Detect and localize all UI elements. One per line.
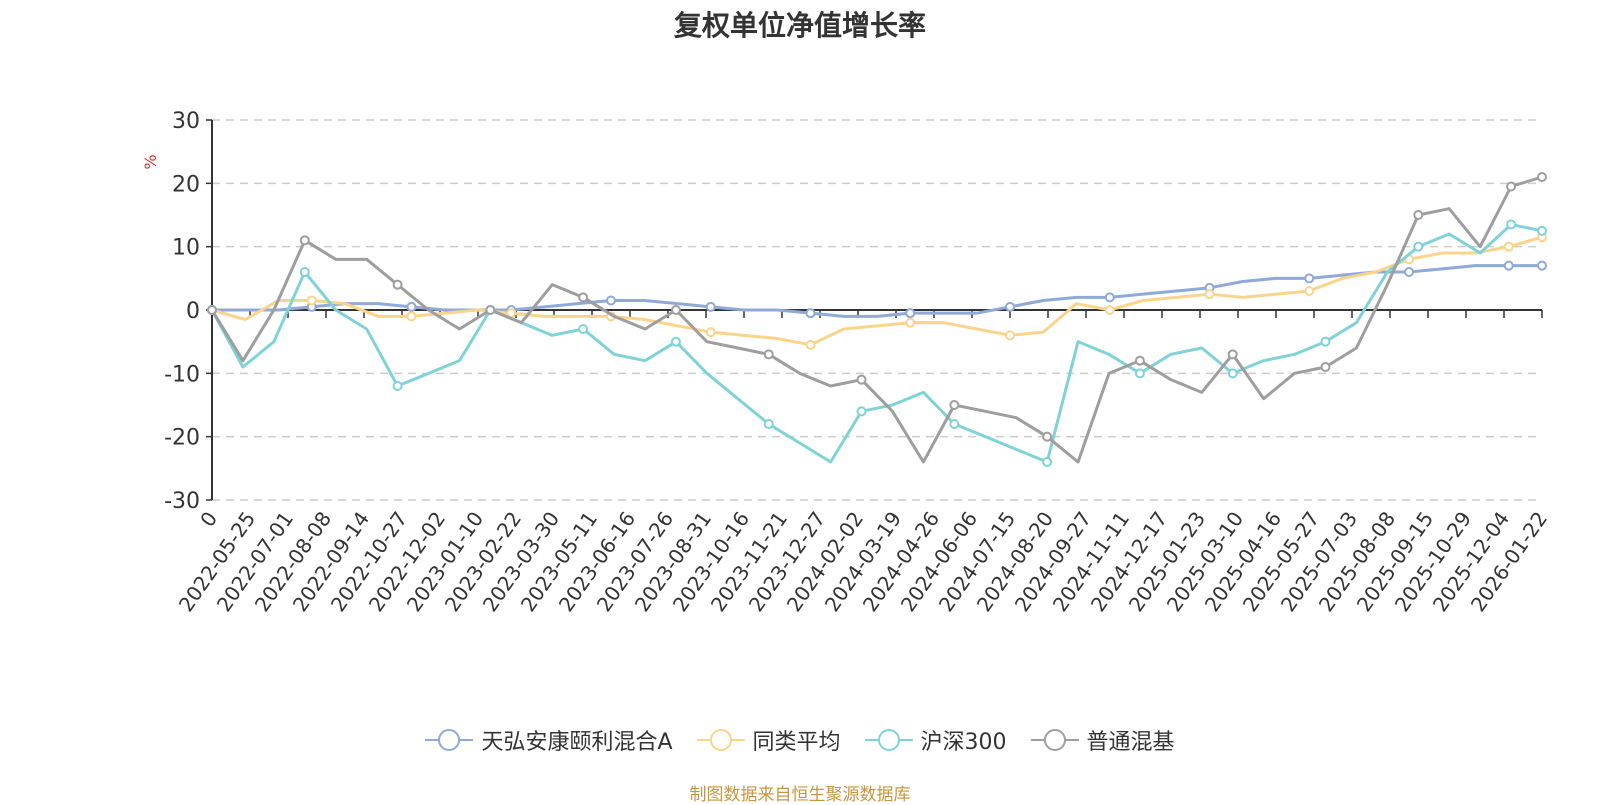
grid-layer [212, 119, 1542, 501]
data-point [1304, 286, 1315, 296]
data-point [1503, 260, 1514, 271]
data-point [578, 292, 589, 303]
legend-label: 天弘安康颐利混合A [481, 730, 673, 755]
series-line [210, 223, 1543, 464]
data-point [606, 295, 616, 306]
legend-marker-icon [696, 729, 745, 751]
data-point [763, 349, 774, 360]
y-tick-label: -10 [164, 362, 200, 387]
data-point [805, 339, 816, 350]
y-tick-label: 20 [172, 172, 200, 197]
data-point [1537, 172, 1547, 182]
data-point [1537, 260, 1547, 271]
y-tick-label: 30 [172, 109, 200, 134]
data-point [905, 308, 916, 319]
data-point [1320, 336, 1331, 347]
y-tick-label: -20 [164, 426, 200, 451]
data-point [1506, 219, 1517, 230]
data-point [1537, 225, 1547, 236]
data-point [763, 419, 774, 429]
data-point [392, 279, 403, 290]
data-point [670, 305, 681, 315]
series-line [211, 235, 1543, 347]
data-point [1227, 349, 1238, 360]
y-tick-label: -30 [164, 489, 200, 514]
y-tick-label: 0 [186, 299, 200, 324]
data-point [905, 317, 916, 328]
data-point [1304, 273, 1315, 284]
data-point [1320, 362, 1331, 372]
legend-marker-icon [425, 729, 474, 751]
legend-label: 沪深300 [920, 730, 1007, 755]
data-point [1503, 241, 1514, 252]
data-point [306, 295, 317, 306]
data-point [406, 311, 417, 322]
data-point [392, 381, 403, 391]
data-point [949, 400, 960, 410]
data-point [1134, 355, 1145, 366]
legend-marker-icon [1030, 729, 1079, 751]
data-point [1204, 289, 1215, 300]
legend-marker-icon [864, 729, 913, 751]
axis-layer: 3020100-10-20-3002022-05-252022-07-01202… [164, 109, 1552, 616]
x-tick-label: 0 [195, 507, 222, 531]
data-point [1042, 431, 1053, 442]
data-point [406, 301, 417, 312]
data-point [805, 308, 816, 319]
data-point [299, 267, 310, 277]
legend-item[interactable]: 天弘安康颐利混合A [425, 724, 673, 756]
data-point [1104, 292, 1115, 303]
data-point [1413, 241, 1424, 252]
data-point [949, 419, 960, 429]
legend-item[interactable]: 同类平均 [696, 724, 841, 756]
data-point [1042, 457, 1053, 467]
data-point [207, 305, 217, 315]
data-point [856, 374, 867, 385]
y-tick-label: 10 [172, 236, 200, 261]
data-point [705, 301, 716, 312]
data-point [1134, 368, 1145, 379]
series-layer [207, 172, 1547, 467]
data-point [705, 327, 716, 338]
y-axis-unit-label: % [141, 154, 160, 169]
data-point [1227, 368, 1238, 379]
data-point [856, 406, 867, 417]
legend-item[interactable]: 普通混基 [1030, 724, 1175, 756]
series-line [210, 175, 1543, 464]
data-point [1005, 330, 1015, 341]
line-chart: % 3020100-10-20-3002022-05-252022-07-012… [141, 109, 1552, 616]
data-point [1413, 210, 1424, 220]
data-point [1404, 267, 1414, 277]
data-point [1005, 301, 1015, 312]
data-point [1104, 305, 1115, 315]
legend[interactable]: 天弘安康颐利混合A 同类平均 沪深300 普通混基 [0, 724, 1600, 756]
legend-label: 普通混基 [1086, 730, 1175, 755]
legend-item[interactable]: 沪深300 [864, 724, 1007, 756]
legend-label: 同类平均 [752, 730, 841, 755]
data-point [578, 324, 589, 334]
data-point [485, 305, 496, 315]
source-note: 制图数据来自恒生聚源数据库 [689, 785, 911, 805]
data-point [670, 336, 681, 347]
chart-title: 复权单位净值增长率 [673, 9, 926, 42]
data-point [299, 235, 310, 246]
series-line [212, 264, 1542, 318]
data-point [1506, 181, 1517, 192]
